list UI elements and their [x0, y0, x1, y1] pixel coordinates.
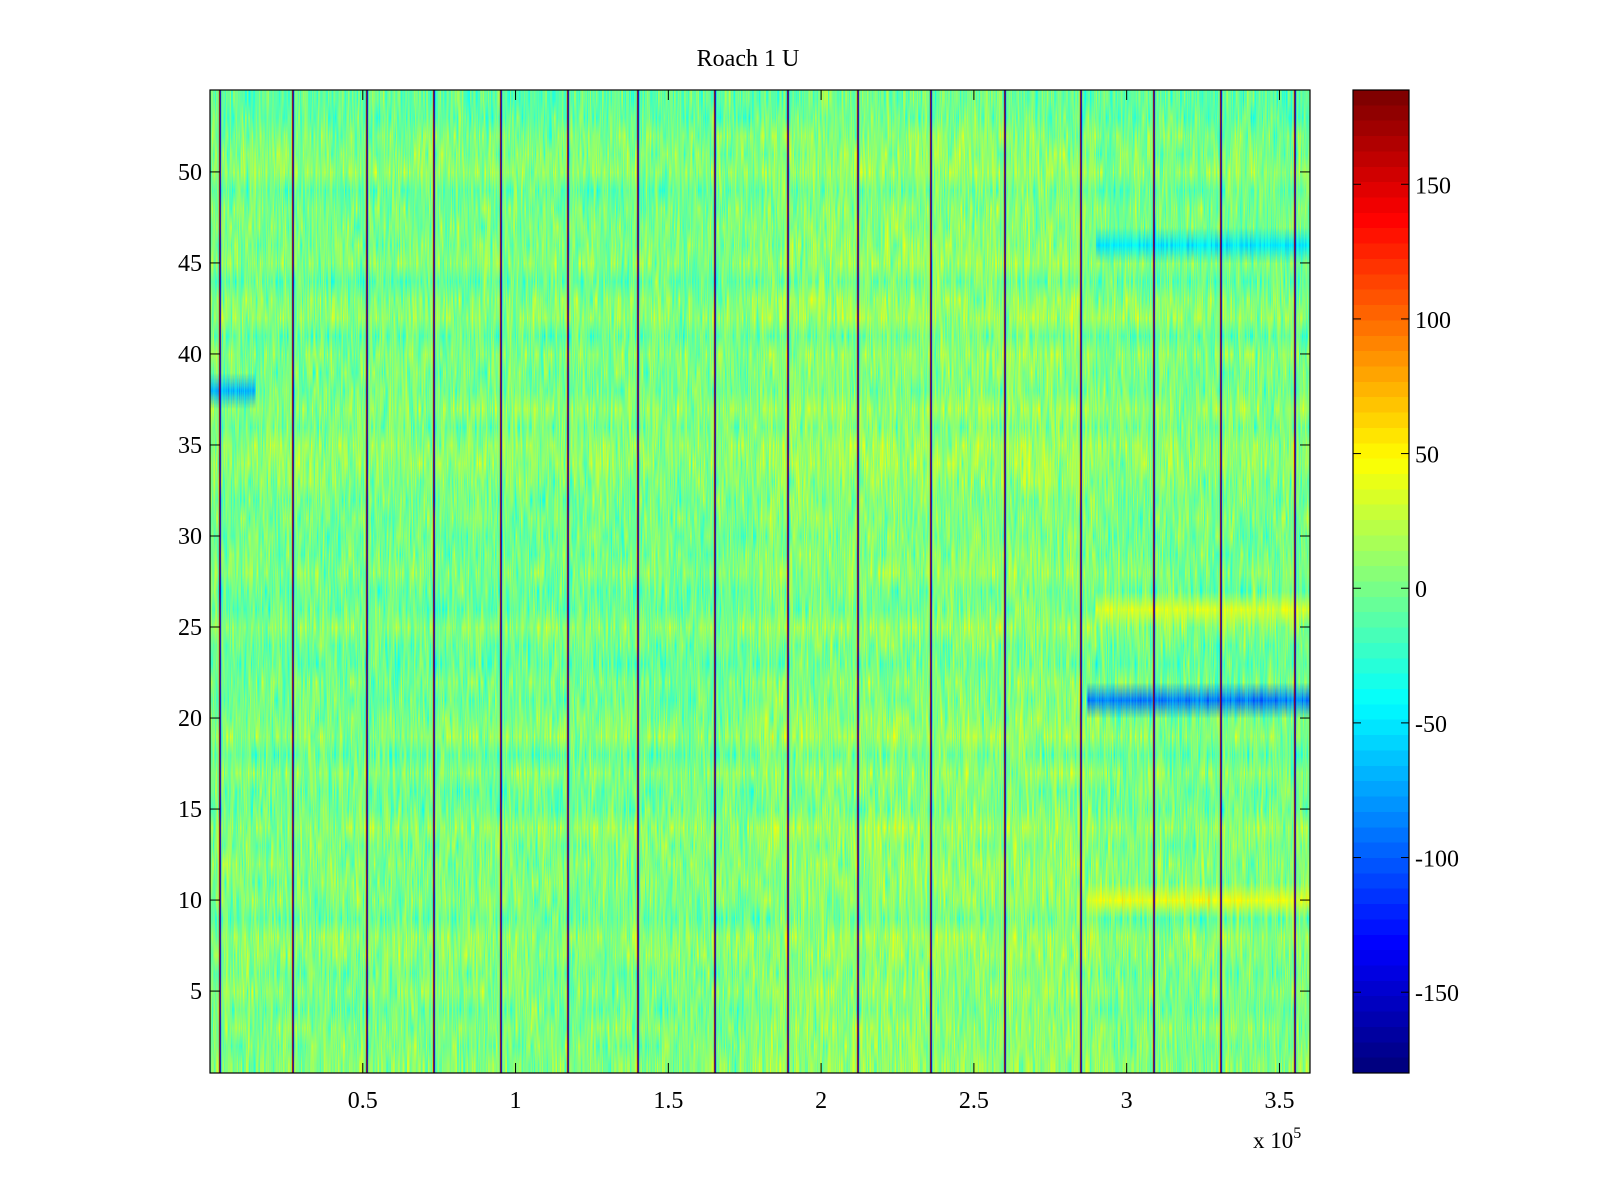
y-tick-label: 50 [178, 160, 202, 186]
colorbar-tick-label: -50 [1415, 712, 1447, 738]
x-tick-label: 2.5 [959, 1088, 989, 1114]
y-tick-label: 30 [178, 524, 202, 550]
colorbar-tick-label: 50 [1415, 443, 1439, 469]
colorbar-frame [1352, 89, 1410, 1074]
y-tick-label: 20 [178, 706, 202, 732]
y-axis-ticks: 5 10 15 20 25 30 35 40 45 50 [178, 160, 1310, 1005]
colorbar-tick-label: -150 [1415, 981, 1459, 1007]
x-tick-label: 2 [815, 1088, 827, 1114]
colorbar-ticks: -150 -100 -50 0 50 100 150 [1353, 173, 1459, 1007]
y-tick-label: 5 [190, 979, 202, 1005]
x-tick-label: 3 [1121, 1088, 1133, 1114]
plot-frame [209, 89, 1311, 1074]
x-axis-exponent-power: 5 [1293, 1125, 1301, 1142]
colorbar-tick-label: 0 [1415, 577, 1427, 603]
x-tick-label: 0.5 [348, 1088, 378, 1114]
chart-title: Roach 1 U [697, 46, 800, 72]
y-tick-label: 45 [178, 251, 202, 277]
colorbar-tick-label: 150 [1415, 173, 1451, 199]
heatmap-image [210, 90, 1310, 1073]
colorbar-tick-label: -100 [1415, 847, 1459, 873]
colorbar-image [1353, 90, 1409, 1073]
x-tick-label: 1 [510, 1088, 522, 1114]
x-tick-label: 3.5 [1264, 1088, 1294, 1114]
y-tick-label: 25 [178, 615, 202, 641]
y-tick-label: 40 [178, 342, 202, 368]
y-tick-label: 35 [178, 433, 202, 459]
x-axis-exponent: x 105 [1253, 1125, 1301, 1153]
colorbar-tick-label: 100 [1415, 308, 1451, 334]
y-tick-label: 10 [178, 888, 202, 914]
x-axis-exponent-base: x 10 [1253, 1128, 1293, 1153]
y-tick-label: 15 [178, 797, 202, 823]
x-axis-ticks: 0.5 1 1.5 2 2.5 3 3.5 [348, 90, 1294, 1114]
x-tick-label: 1.5 [653, 1088, 683, 1114]
